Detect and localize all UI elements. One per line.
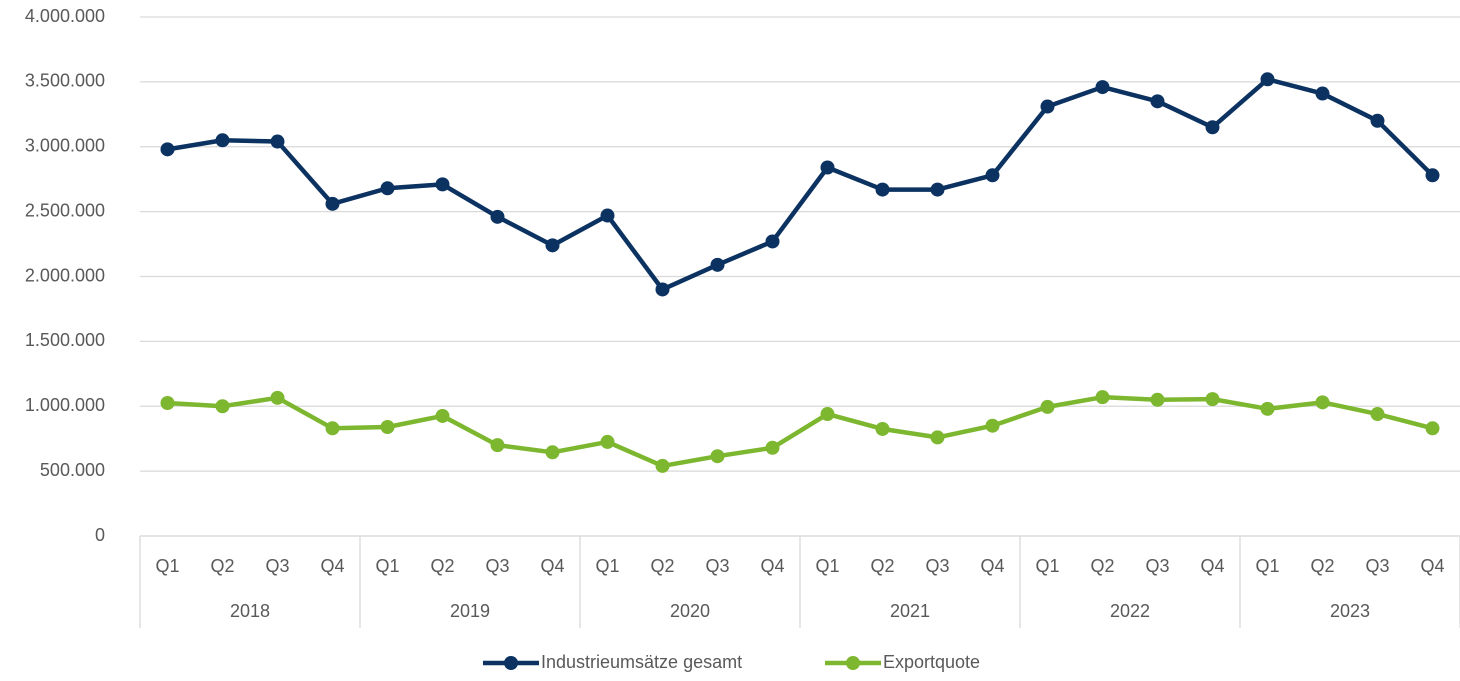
data-point [875, 421, 890, 436]
x-tick-label: Q4 [760, 556, 784, 576]
x-tick-label: Q4 [540, 556, 564, 576]
x-tick-label: Q1 [595, 556, 619, 576]
data-point [930, 430, 945, 445]
data-point [1040, 99, 1055, 114]
x-tick-label: Q2 [650, 556, 674, 576]
y-tick-label: 4.000.000 [25, 6, 105, 26]
x-tick-label: Q2 [430, 556, 454, 576]
x-tick-label: Q3 [705, 556, 729, 576]
y-tick-label: 2.500.000 [25, 200, 105, 220]
data-point [1260, 72, 1275, 87]
data-point [1260, 401, 1275, 416]
x-tick-label: Q1 [815, 556, 839, 576]
data-point [1315, 86, 1330, 101]
data-point [325, 196, 340, 211]
data-point [1040, 399, 1055, 414]
x-tick-label: Q3 [925, 556, 949, 576]
data-point [655, 458, 670, 473]
data-point [875, 182, 890, 197]
data-point [600, 208, 615, 223]
data-point [545, 238, 560, 253]
x-tick-label: Q1 [1035, 556, 1059, 576]
data-point [1425, 421, 1440, 436]
data-point [490, 209, 505, 224]
data-point [600, 434, 615, 449]
x-group-label: 2022 [1110, 601, 1150, 621]
data-point [655, 282, 670, 297]
legend-marker [846, 656, 860, 670]
x-group-label: 2018 [230, 601, 270, 621]
data-point [1205, 392, 1220, 407]
data-point [435, 408, 450, 423]
x-group-label: 2021 [890, 601, 930, 621]
x-tick-label: Q4 [320, 556, 344, 576]
data-point [1095, 80, 1110, 95]
data-point [1370, 407, 1385, 422]
data-point [1205, 120, 1220, 135]
y-tick-label: 500.000 [40, 460, 105, 480]
data-point [765, 440, 780, 455]
data-point [545, 445, 560, 460]
x-tick-label: Q1 [375, 556, 399, 576]
x-tick-label: Q2 [870, 556, 894, 576]
y-tick-label: 1.000.000 [25, 395, 105, 415]
data-point [710, 449, 725, 464]
data-point [985, 418, 1000, 433]
data-point [1150, 392, 1165, 407]
y-tick-label: 3.500.000 [25, 71, 105, 91]
data-point [985, 168, 1000, 183]
x-group-label: 2020 [670, 601, 710, 621]
y-tick-label: 3.000.000 [25, 136, 105, 156]
data-point [435, 177, 450, 192]
data-point [1150, 94, 1165, 109]
data-point [160, 396, 175, 411]
data-point [380, 181, 395, 196]
x-tick-label: Q4 [1420, 556, 1444, 576]
x-tick-label: Q4 [980, 556, 1004, 576]
data-point [930, 182, 945, 197]
x-tick-label: Q4 [1200, 556, 1224, 576]
data-point [820, 160, 835, 175]
data-point [820, 407, 835, 422]
data-point [1315, 395, 1330, 410]
data-point [765, 234, 780, 249]
x-group-label: 2023 [1330, 601, 1370, 621]
x-tick-label: Q3 [1365, 556, 1389, 576]
data-point [270, 134, 285, 149]
series-line [167, 77, 1435, 292]
legend-label: Industrieumsätze gesamt [541, 652, 742, 672]
legend-label: Exportquote [883, 652, 980, 672]
data-point [325, 421, 340, 436]
x-tick-label: Q1 [1255, 556, 1279, 576]
data-point [1425, 168, 1440, 183]
data-point [1370, 113, 1385, 128]
x-tick-label: Q3 [1145, 556, 1169, 576]
data-point [215, 133, 230, 148]
x-tick-label: Q2 [1090, 556, 1114, 576]
x-group-label: 2019 [450, 601, 490, 621]
data-point [380, 420, 395, 435]
data-point [270, 390, 285, 405]
y-tick-label: 1.500.000 [25, 330, 105, 350]
x-tick-label: Q1 [155, 556, 179, 576]
data-point [215, 399, 230, 414]
legend-marker [504, 656, 518, 670]
data-point [160, 142, 175, 157]
series-line [167, 394, 1434, 469]
data-point [1095, 390, 1110, 405]
x-tick-label: Q3 [265, 556, 289, 576]
x-tick-label: Q2 [1310, 556, 1334, 576]
y-tick-label: 2.000.000 [25, 265, 105, 285]
x-tick-label: Q2 [210, 556, 234, 576]
data-point [710, 257, 725, 272]
x-tick-label: Q3 [485, 556, 509, 576]
y-tick-label: 0 [95, 525, 105, 545]
data-point [490, 438, 505, 453]
